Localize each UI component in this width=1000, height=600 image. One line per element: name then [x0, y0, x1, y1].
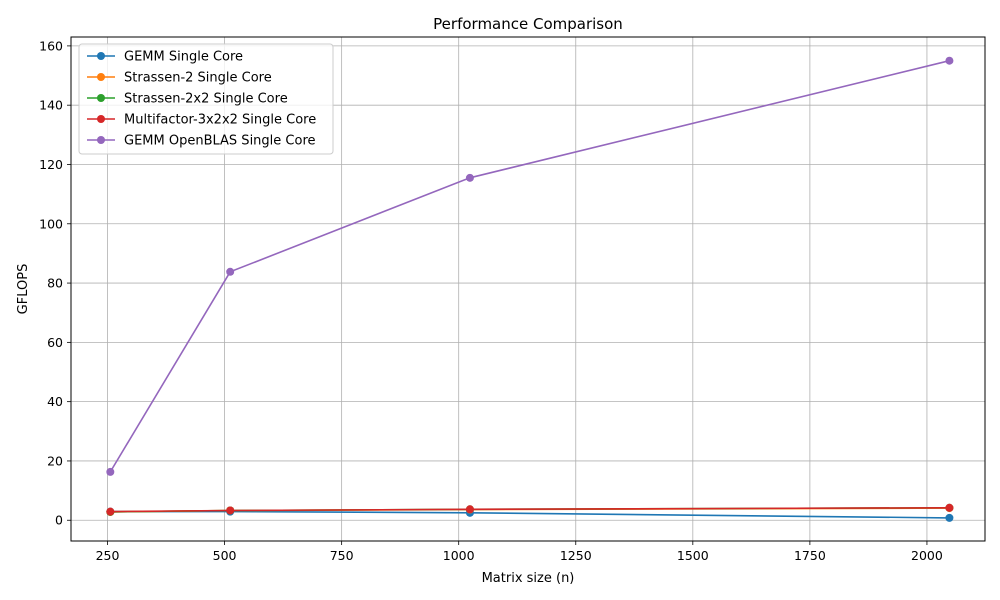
y-tick-label: 0	[55, 513, 63, 528]
x-tick-label: 1000	[443, 548, 475, 563]
y-tick-label: 120	[39, 157, 63, 172]
y-tick-label: 40	[47, 394, 63, 409]
legend-label: GEMM OpenBLAS Single Core	[124, 134, 316, 149]
x-tick-label: 1500	[677, 548, 709, 563]
data-point	[226, 267, 235, 276]
plot-frame	[70, 36, 986, 542]
data-point	[106, 507, 115, 516]
x-tick-label: 500	[213, 548, 237, 563]
legend-label: Strassen-2x2 Single Core	[124, 92, 288, 107]
x-axis-title: Matrix size (n)	[482, 571, 575, 586]
x-tick-label: 1250	[560, 548, 592, 563]
legend: GEMM Single Core Strassen-2 Single Core St…	[78, 43, 334, 155]
legend-item: Multifactor-3x2x2 Single Core	[87, 113, 316, 128]
y-axis-title: GFLOPS	[16, 264, 31, 315]
legend-marker	[97, 115, 105, 123]
series-line	[110, 506, 950, 513]
legend-label: GEMM Single Core	[124, 50, 243, 65]
series-line	[109, 59, 950, 473]
chart-title: Performance Comparison	[433, 15, 623, 33]
grid	[71, 37, 985, 541]
y-tick-label: 20	[47, 453, 63, 468]
x-tick-label: 1750	[794, 548, 826, 563]
series-layer	[106, 56, 954, 522]
legend-box	[78, 43, 334, 155]
data-point	[945, 56, 954, 65]
legend-marker	[97, 136, 105, 144]
series-5	[106, 56, 954, 476]
legend-marker	[97, 73, 105, 81]
data-point	[945, 513, 954, 522]
x-tick-label: 250	[96, 548, 120, 563]
data-point	[945, 503, 954, 512]
data-point	[106, 467, 115, 476]
y-tick-label: 100	[39, 216, 63, 231]
series-line	[110, 510, 950, 519]
x-tick-label: 2000	[911, 548, 943, 563]
x-tick-label: 750	[330, 548, 354, 563]
legend-label: Strassen-2 Single Core	[124, 71, 272, 86]
legend-item: Strassen-2 Single Core	[87, 71, 272, 86]
legend-item: GEMM OpenBLAS Single Core	[87, 134, 316, 149]
data-point	[465, 173, 474, 182]
legend-item: GEMM Single Core	[87, 50, 243, 65]
legend-label: Multifactor-3x2x2 Single Core	[124, 113, 316, 128]
legend-item: Strassen-2x2 Single Core	[87, 92, 288, 107]
legend-marker	[97, 52, 105, 60]
data-point	[465, 505, 474, 514]
y-tick-label: 140	[39, 98, 63, 113]
y-tick-label: 80	[47, 276, 63, 291]
y-tick-label: 60	[47, 335, 63, 350]
legend-marker	[97, 94, 105, 102]
y-axis: 0 20 40 60 80 100 120 140 160	[39, 38, 71, 528]
y-tick-label: 160	[39, 38, 63, 53]
x-axis: 250 500 750 1000 1250 1500 1750 2000	[96, 541, 943, 563]
series-4	[106, 503, 954, 516]
data-point	[226, 506, 235, 515]
